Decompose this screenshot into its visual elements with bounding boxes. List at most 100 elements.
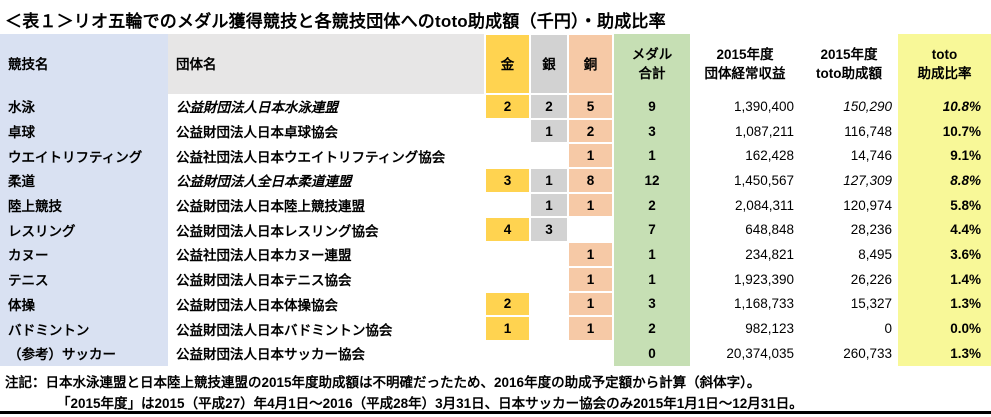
sport-cell: テニス: [0, 266, 168, 292]
org-cell: 公益財団法人日本卓球協会: [176, 125, 338, 141]
bottom-divider: [0, 411, 991, 414]
sport-cell: バドミントン: [0, 316, 168, 341]
subsidy-cell: 8,495: [858, 246, 892, 262]
subsidy-cell: 26,226: [850, 271, 892, 287]
subsidy-cell: 260,733: [843, 345, 892, 361]
total-cell: 9: [613, 94, 690, 119]
revenue-cell: 234,821: [745, 246, 794, 262]
org-cell: 公益財団法人日本体操協会: [176, 297, 338, 313]
sport-cell: 陸上競技: [0, 192, 168, 218]
table-row: レスリング 公益財団法人日本レスリング協会 4 3 7 648,848 28,2…: [0, 216, 991, 244]
silver-cell: 1: [529, 117, 569, 145]
col-header-gold: 金: [484, 33, 531, 95]
subsidy-cell: 120,974: [843, 197, 892, 213]
sport-cell: （参考）サッカー: [0, 340, 168, 366]
silver-cell: [529, 339, 569, 367]
table-row: バドミントン 公益財団法人日本バドミントン協会 1 1 2 982,123 0 …: [0, 315, 991, 342]
org-cell: 公益財団法人日本レスリング協会: [176, 223, 379, 239]
col-header-silver: 銀: [529, 33, 569, 95]
bronze-cell: 1: [567, 290, 614, 318]
org-cell: 公益財団法人日本バドミントン協会: [176, 322, 393, 338]
col-header-subsidy: 2015年度 toto助成額: [816, 47, 882, 81]
total-cell: 0: [613, 340, 690, 366]
org-cell: 公益財団法人日本陸上競技連盟: [176, 199, 365, 215]
ratio-cell: 1.4%: [898, 266, 991, 292]
col-header-org: 団体名: [168, 34, 485, 94]
gold-cell: [484, 265, 531, 293]
revenue-cell: 162,428: [745, 148, 794, 164]
total-cell: 3: [613, 118, 690, 144]
subsidy-cell: 14,746: [850, 148, 892, 164]
revenue-cell: 1,923,390: [733, 271, 794, 287]
total-cell: 1: [613, 266, 690, 292]
bronze-cell: 1: [567, 191, 614, 219]
ratio-cell: 9.1%: [898, 143, 991, 169]
table-row: 水泳 公益財団法人日本水泳連盟 2 2 5 9 1,390,400 150,29…: [0, 93, 991, 120]
footnote-line-2: 「2015年度」は2015（平成27）年4月1日～2016（平成28年）3月31…: [57, 395, 803, 411]
gold-cell: 2: [484, 93, 531, 120]
revenue-cell: 982,123: [745, 321, 794, 337]
subsidy-cell: 0: [884, 321, 892, 337]
col-header-medal-total: メダル 合計: [613, 34, 690, 94]
total-cell: 1: [613, 242, 690, 267]
subsidy-cell: 127,309: [843, 172, 892, 188]
gold-cell: [484, 117, 531, 145]
table-row: （参考）サッカー 公益財団法人日本サッカー協会 0 20,374,035 260…: [0, 339, 991, 367]
table-body: 水泳 公益財団法人日本水泳連盟 2 2 5 9 1,390,400 150,29…: [0, 93, 991, 367]
bronze-cell: [567, 216, 614, 244]
table-header: 競技名 団体名 金 銀 銅 メダル 合計 2015年度 団体経常収益 2015年…: [0, 33, 991, 95]
gold-cell: [484, 241, 531, 268]
table-row: 陸上競技 公益財団法人日本陸上競技連盟 1 1 2 2,084,311 120,…: [0, 191, 991, 219]
bronze-cell: 1: [567, 315, 614, 342]
total-cell: 12: [613, 168, 690, 193]
gold-cell: 3: [484, 167, 531, 194]
ratio-cell: 4.4%: [898, 217, 991, 243]
revenue-cell: 1,087,211: [734, 123, 794, 139]
sport-cell: ウエイトリフティング: [0, 143, 168, 169]
footnotes: 注記：日本水泳連盟と日本陸上競技連盟の2015年度助成額は不明確だったため、20…: [0, 367, 991, 414]
table-row: 卓球 公益財団法人日本卓球協会 1 2 3 1,087,211 116,748 …: [0, 117, 991, 145]
bronze-cell: 1: [567, 265, 614, 293]
gold-cell: 4: [484, 216, 531, 244]
total-cell: 7: [613, 217, 690, 243]
revenue-cell: 1,390,400: [733, 98, 794, 114]
total-cell: 2: [613, 316, 690, 341]
ratio-cell: 5.8%: [898, 192, 991, 218]
silver-cell: [529, 265, 569, 293]
subsidy-cell: 28,236: [850, 222, 892, 238]
subsidy-cell: 116,748: [844, 123, 892, 139]
gold-cell: [484, 191, 531, 219]
col-header-revenue: 2015年度 団体経常収益: [704, 47, 786, 81]
header-row: 競技名 団体名 金 銀 銅 メダル 合計 2015年度 団体経常収益 2015年…: [0, 33, 991, 95]
sport-cell: 柔道: [0, 168, 168, 193]
org-cell: 公益財団法人日本テニス協会: [176, 273, 352, 289]
ratio-cell: 1.3%: [898, 340, 991, 366]
revenue-cell: 1,168,733: [733, 296, 794, 312]
bronze-cell: 1: [567, 142, 614, 170]
sport-cell: 卓球: [0, 118, 168, 144]
ratio-cell: 8.8%: [898, 168, 991, 193]
org-cell: 公益社団法人日本カヌー連盟: [176, 248, 352, 264]
silver-cell: 1: [529, 167, 569, 194]
gold-cell: 1: [484, 315, 531, 342]
org-cell: 公益財団法人全日本柔道連盟: [176, 174, 352, 190]
table-row: 体操 公益財団法人日本体操協会 2 1 3 1,168,733 15,327 1…: [0, 290, 991, 318]
table-row: 柔道 公益財団法人全日本柔道連盟 3 1 8 12 1,450,567 127,…: [0, 167, 991, 194]
ratio-cell: 3.6%: [898, 242, 991, 267]
ratio-cell: 0.0%: [898, 316, 991, 341]
revenue-cell: 20,374,035: [726, 345, 794, 361]
sport-cell: 水泳: [0, 94, 168, 119]
sport-cell: カヌー: [0, 242, 168, 267]
silver-cell: 1: [529, 191, 569, 219]
table-row: ウエイトリフティング 公益社団法人日本ウエイトリフティング協会 1 1 162,…: [0, 142, 991, 170]
org-cell: 公益財団法人日本サッカー協会: [176, 347, 365, 363]
sport-cell: レスリング: [0, 217, 168, 243]
bronze-cell: 1: [567, 241, 614, 268]
revenue-cell: 2,084,311: [734, 197, 794, 213]
total-cell: 3: [613, 291, 690, 317]
ratio-cell: 10.8%: [898, 94, 991, 119]
revenue-cell: 1,450,567: [733, 172, 794, 188]
silver-cell: 2: [529, 93, 569, 120]
gold-cell: [484, 142, 531, 170]
col-header-ratio: toto 助成比率: [898, 34, 991, 94]
